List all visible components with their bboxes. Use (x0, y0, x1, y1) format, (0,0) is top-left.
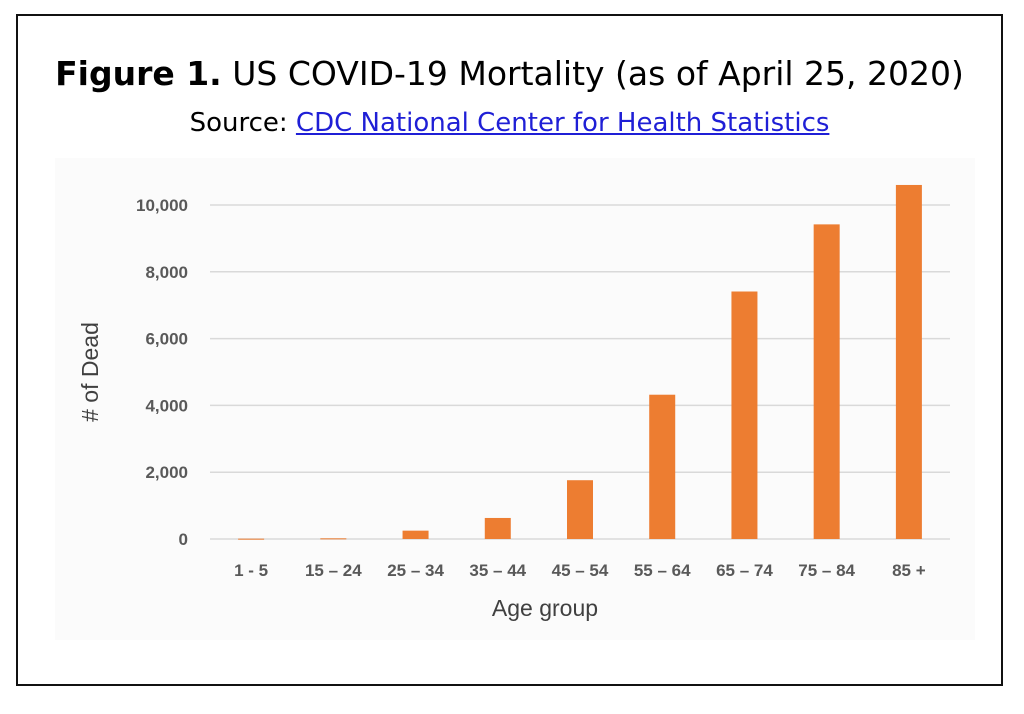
y-tick-labels: 0 2,000 4,000 6,000 8,000 10,000 (136, 196, 188, 549)
y-tick-label: 4,000 (145, 396, 188, 415)
y-tick-label: 8,000 (145, 263, 188, 282)
x-tick-label: 15 – 24 (305, 561, 362, 580)
y-axis-label: # of Dead (77, 322, 103, 422)
x-tick-label: 25 – 34 (387, 561, 444, 580)
chart-area: 0 2,000 4,000 6,000 8,000 10,000 1 - 5 15 – 24… (55, 158, 975, 640)
x-tick-labels: 1 - 5 15 – 24 25 – 34 35 – 44 45 – 54 55 – 64… (234, 561, 926, 580)
y-tick-label: 0 (179, 530, 188, 549)
bar (238, 538, 265, 540)
bar (320, 538, 347, 540)
bar (484, 517, 511, 539)
x-tick-label: 65 – 74 (716, 561, 773, 580)
x-tick-label: 35 – 44 (469, 561, 526, 580)
x-tick-label: 45 – 54 (552, 561, 609, 580)
y-tick-label: 2,000 (145, 463, 188, 482)
bar (731, 291, 758, 539)
figure-label: Figure 1. (55, 54, 222, 93)
bar (567, 480, 593, 539)
bar (895, 184, 922, 539)
figure-title-text: US COVID-19 Mortality (as of April 25, 2… (232, 54, 964, 93)
bar (649, 394, 676, 539)
x-axis-label: Age group (492, 595, 598, 621)
figure-source: Source: CDC National Center for Health S… (18, 108, 1001, 138)
bars (238, 184, 922, 540)
bar (813, 224, 840, 539)
source-link[interactable]: CDC National Center for Health Statistic… (295, 108, 830, 138)
bar (402, 530, 429, 539)
x-tick-label: 85 + (892, 561, 926, 580)
figure-title: Figure 1. US COVID-19 Mortality (as of A… (18, 54, 1001, 93)
y-tick-label: 6,000 (145, 330, 188, 349)
y-tick-label: 10,000 (136, 196, 188, 215)
source-prefix: Source: (189, 108, 288, 138)
x-tick-label: 55 – 64 (634, 561, 691, 580)
bar-chart: 0 2,000 4,000 6,000 8,000 10,000 1 - 5 15 – 24… (77, 184, 950, 621)
x-tick-label: 75 – 84 (798, 561, 855, 580)
x-tick-label: 1 - 5 (234, 561, 268, 580)
